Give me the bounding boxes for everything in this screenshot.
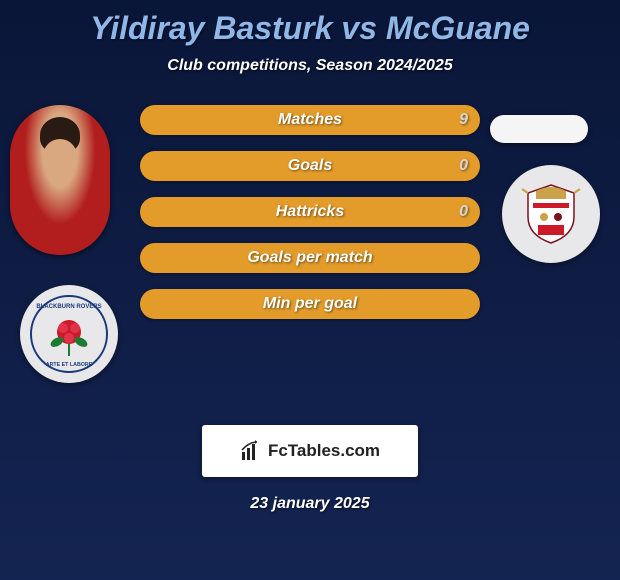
bar-hattricks: Hattricks 0 xyxy=(140,197,480,227)
page-title: Yildiray Basturk vs McGuane xyxy=(0,0,620,47)
logo-text: FcTables.com xyxy=(268,441,380,461)
bar-label: Matches xyxy=(278,111,342,129)
bar-value: 9 xyxy=(459,111,468,129)
svg-text:BLACKBURN ROVERS: BLACKBURN ROVERS xyxy=(36,304,101,310)
bar-label: Goals xyxy=(288,157,332,175)
bar-label: Goals per match xyxy=(247,249,372,267)
left-player-avatar xyxy=(10,105,110,255)
bar-label: Hattricks xyxy=(276,203,344,221)
footer-date: 23 january 2025 xyxy=(0,495,620,513)
page-subtitle: Club competitions, Season 2024/2025 xyxy=(0,57,620,75)
bristol-badge-icon xyxy=(516,179,586,249)
bar-value: 0 xyxy=(459,203,468,221)
blackburn-badge-icon: BLACKBURN ROVERS ARTE ET LABORE xyxy=(29,294,109,374)
bar-matches: Matches 9 xyxy=(140,105,480,135)
fctables-logo[interactable]: FcTables.com xyxy=(202,425,418,477)
bar-min-per-goal: Min per goal xyxy=(140,289,480,319)
bar-goals-per-match: Goals per match xyxy=(140,243,480,273)
stat-bars: Matches 9 Goals 0 Hattricks 0 Goals per … xyxy=(140,105,480,335)
bar-value: 0 xyxy=(459,157,468,175)
right-club-badge xyxy=(502,165,600,263)
bar-goals: Goals 0 xyxy=(140,151,480,181)
comparison-content: BLACKBURN ROVERS ARTE ET LABORE Matches … xyxy=(0,105,620,395)
left-club-badge: BLACKBURN ROVERS ARTE ET LABORE xyxy=(20,285,118,383)
right-player-avatar xyxy=(490,115,588,143)
svg-text:ARTE ET LABORE: ARTE ET LABORE xyxy=(46,362,93,368)
bar-label: Min per goal xyxy=(263,295,357,313)
chart-icon xyxy=(240,440,262,462)
